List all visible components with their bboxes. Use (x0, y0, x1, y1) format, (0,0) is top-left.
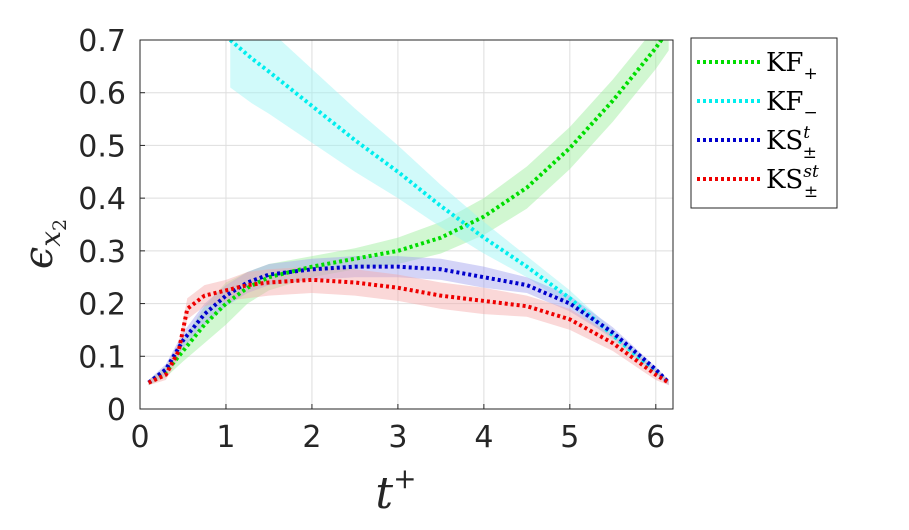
series-band-3 (148, 266, 669, 386)
x-tick-label: 3 (388, 420, 407, 455)
legend-entry-sup: st (803, 162, 819, 182)
axis-ticks: 0 1 2 3 4 5 6 0 0.1 0.2 0.3 0.4 0.5 0.6 0.7 (78, 24, 665, 455)
y-tick-label: 0.2 (78, 288, 126, 323)
y-axis-label: ϵx2 (16, 219, 71, 269)
legend-entry-sub: − (803, 103, 817, 123)
x-axis-label: t+ (375, 462, 416, 519)
y-axis-label-subsub: 2 (49, 219, 71, 231)
legend-entry-name: KS (766, 126, 803, 156)
legend-entry-sub: + (803, 64, 817, 84)
legend-entry-sup: t (803, 123, 810, 143)
y-axis-label-main: ϵ (16, 247, 62, 269)
y-tick-label: 0.5 (78, 129, 126, 164)
series-line-1 (228, 40, 670, 385)
y-tick-label: 0.7 (78, 24, 126, 59)
x-tick-label: 4 (474, 420, 493, 455)
legend-entry-0: KF+ (766, 48, 818, 84)
y-tick-label: 0.3 (78, 235, 126, 270)
plot-area (140, 40, 673, 409)
y-tick-label: 0 (107, 393, 126, 428)
x-tick-label: 0 (130, 420, 149, 455)
y-tick-label: 0.6 (78, 77, 126, 112)
series-band-2 (148, 256, 669, 386)
y-axis-label-sub: x (34, 231, 67, 247)
legend-entry-name: KF (766, 87, 803, 117)
legend-entry-1: KF− (766, 87, 818, 123)
legend-entry-name: KS (766, 165, 803, 195)
x-tick-label: 1 (216, 420, 235, 455)
plot-frame (139, 39, 674, 410)
x-tick-label: 5 (560, 420, 579, 455)
legend-entry-2: KSt ± (766, 123, 817, 163)
y-tick-label: 0.1 (78, 340, 126, 375)
legend-entry-name: KF (766, 48, 803, 78)
y-tick-label: 0.4 (78, 182, 126, 217)
legend-entry-sub: ± (803, 143, 817, 163)
legend: KF+KF−KSt ±KSst ± (690, 37, 838, 209)
series-line-0 (147, 40, 664, 385)
x-tick-label: 6 (646, 420, 665, 455)
x-tick-label: 2 (302, 420, 321, 455)
series-line-2 (147, 264, 671, 385)
x-axis-label-main: t (375, 468, 393, 519)
x-axis-label-sup: + (393, 462, 416, 495)
series-lines (147, 40, 671, 385)
grid (139, 39, 673, 410)
legend-entry-sub: ± (804, 182, 818, 202)
legend-entry-3: KSst ± (766, 162, 819, 202)
series-line-3 (147, 277, 670, 385)
